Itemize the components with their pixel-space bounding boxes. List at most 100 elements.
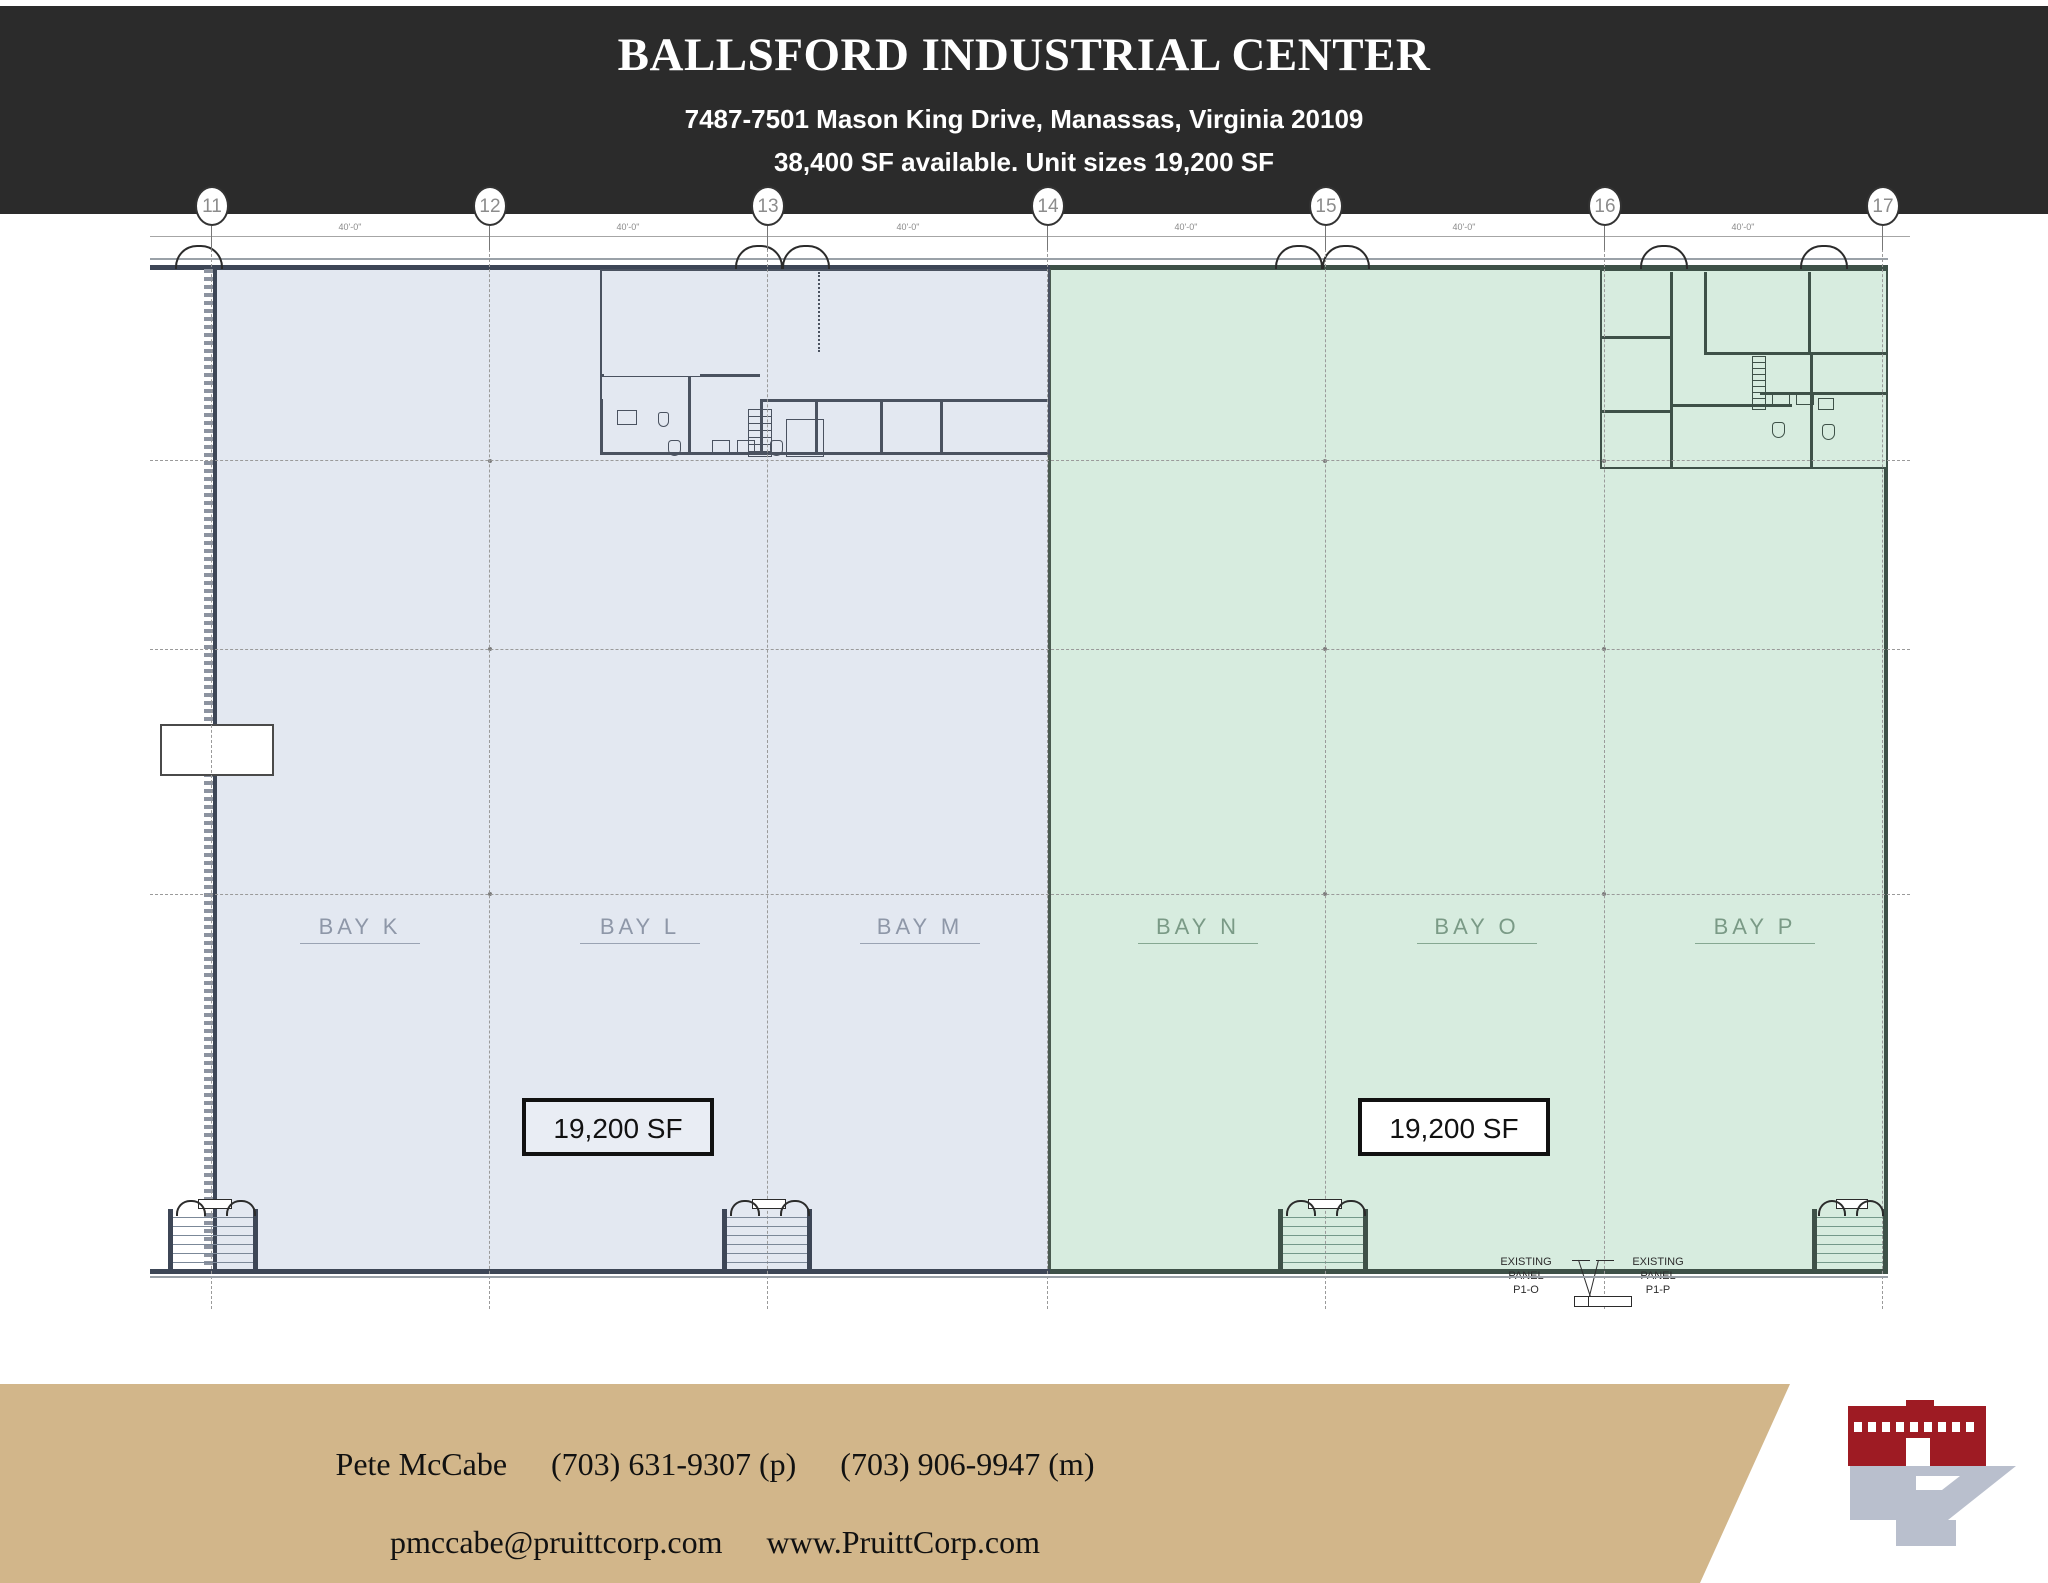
- entry-door-swing-g13b: [782, 245, 830, 269]
- header-banner: BALLSFORD INDUSTRIAL CENTER 7487-7501 Ma…: [0, 6, 2048, 214]
- grid-line-15: [1325, 234, 1326, 1309]
- dock-swing-4a: [1818, 1200, 1846, 1216]
- bay-label-k: BAY K: [300, 914, 420, 944]
- fixture-toilet-r1: [1772, 422, 1785, 438]
- grid-line-17: [1882, 234, 1883, 1309]
- exterior-wall-top-green: [1050, 265, 1888, 270]
- grid-line-16: [1604, 234, 1605, 1309]
- dimension-line: [150, 236, 1910, 237]
- grid-line-11: [211, 234, 212, 1309]
- fixture-toilet-l2: [668, 440, 681, 456]
- panel-note-line1: EXISTING: [1632, 1256, 1684, 1268]
- left-exterior-box: [160, 724, 274, 776]
- office-area-right: [1600, 269, 1888, 469]
- grid-bubble-stem: [1882, 226, 1883, 250]
- page-title: BALLSFORD INDUSTRIAL CENTER: [617, 29, 1431, 81]
- dock-opening-3: [1278, 1209, 1368, 1271]
- grid-bubble-stem: [489, 226, 490, 250]
- dock-opening-1: [168, 1209, 258, 1271]
- footer-contact-block: Pete McCabe (703) 631-9307 (p) (703) 906…: [0, 1384, 1700, 1583]
- dimension-label: 40'-0": [896, 222, 920, 232]
- office-r-partition-4: [1704, 272, 1707, 354]
- office-partition-l5: [880, 399, 883, 455]
- logo-shadow-shape: [1850, 1466, 2016, 1546]
- sill-line-bottom: [150, 1276, 1888, 1278]
- fixture-sink-l1: [617, 410, 637, 425]
- fixture-toilet-r2: [1822, 424, 1835, 440]
- office-corridor-wall: [818, 272, 822, 352]
- grid-bubble-17: 17: [1866, 186, 1900, 226]
- unit-size-callout-green: 19,200 SF: [1358, 1098, 1550, 1156]
- contact-email[interactable]: pmccabe@pruittcorp.com: [390, 1524, 723, 1560]
- logo-doorway: [1906, 1438, 1930, 1466]
- fixture-sink-r2: [1796, 392, 1814, 405]
- dock-opening-4: [1812, 1209, 1888, 1271]
- panel-symbol-p1p: [1588, 1296, 1632, 1307]
- panel-note-p1p: EXISTING PANEL P1-P: [1612, 1256, 1704, 1297]
- grid-bubble-13: 13: [751, 186, 785, 226]
- dock-swing-2b: [780, 1200, 810, 1216]
- dock-swing-1b: [226, 1200, 256, 1216]
- bay-label-n: BAY N: [1138, 914, 1258, 944]
- grid-bubble-stem: [211, 226, 212, 250]
- contact-website[interactable]: www.PruittCorp.com: [766, 1524, 1040, 1560]
- entry-door-swing-g15b: [1322, 245, 1370, 269]
- entry-door-swing-g13a: [735, 245, 783, 269]
- office-room-l-closet: [786, 419, 824, 457]
- fixture-sink-l2: [712, 440, 730, 453]
- office-r-partition-3: [1670, 272, 1673, 469]
- dimension-label: 40'-0": [338, 222, 362, 232]
- grid-line-14: [1047, 234, 1048, 1309]
- panel-leader-p1p: [1596, 1260, 1614, 1261]
- office-stair-left: [748, 409, 772, 457]
- parapet-line-top: [150, 258, 1888, 260]
- footer-band: [0, 1384, 1790, 1583]
- office-partition-l4: [815, 399, 818, 455]
- dock-swing-3a: [1286, 1200, 1316, 1216]
- demising-wall: [1048, 269, 1051, 1269]
- contact-phone-primary[interactable]: (703) 631-9307 (p): [551, 1446, 797, 1482]
- contact-name: Pete McCabe: [335, 1446, 508, 1482]
- dock-swing-4b: [1856, 1200, 1884, 1216]
- footer-line-2: pmccabe@pruittcorp.com www.PruittCorp.co…: [0, 1524, 1430, 1561]
- entry-door-swing-g16a: [1640, 245, 1688, 269]
- logo-window-band: [1854, 1422, 1974, 1432]
- bay-label-m: BAY M: [860, 914, 980, 944]
- bay-label-l: BAY L: [580, 914, 700, 944]
- panel-note-line1: EXISTING: [1500, 1256, 1552, 1268]
- entry-door-swing-g15a: [1275, 245, 1323, 269]
- office-wing-left: [604, 334, 700, 376]
- dimension-label: 40'-0": [1731, 222, 1755, 232]
- grid-line-13: [767, 234, 768, 1309]
- office-r-partition-9: [1672, 404, 1792, 407]
- office-partition-l9: [600, 399, 603, 455]
- footer-line-1: Pete McCabe (703) 631-9307 (p) (703) 906…: [0, 1446, 1430, 1483]
- panel-note-line2: PANEL: [1640, 1270, 1675, 1282]
- fixture-sink-r1: [1772, 392, 1790, 405]
- dimension-label: 40'-0": [616, 222, 640, 232]
- office-r-stair: [1752, 356, 1766, 410]
- unit-size-callout-blue: 19,200 SF: [522, 1098, 714, 1156]
- office-r-partition-7: [1760, 392, 1888, 395]
- grid-bubble-stem: [767, 226, 768, 250]
- panel-leader-p1o: [1572, 1260, 1590, 1261]
- floor-plan-drawing: 40'-0" 40'-0" 40'-0" 40'-0" 40'-0" 40'-0…: [0, 186, 2048, 1384]
- grid-bubble-15: 15: [1309, 186, 1343, 226]
- grid-bubble-stem: [1047, 226, 1048, 250]
- grid-bubble-14: 14: [1031, 186, 1065, 226]
- grid-line-horizontal: [150, 649, 1910, 650]
- contact-phone-mobile[interactable]: (703) 906-9947 (m): [840, 1446, 1095, 1482]
- availability-text: 38,400 SF available. Unit sizes 19,200 S…: [773, 147, 1275, 177]
- panel-note-line3: P1-P: [1645, 1283, 1671, 1296]
- grid-bubble-stem: [1325, 226, 1326, 250]
- exterior-wall-bottom-green: [1050, 1269, 1888, 1274]
- pruitt-corp-logo[interactable]: [1838, 1398, 2028, 1568]
- column-dot: [488, 459, 492, 463]
- office-partition-l2: [600, 452, 1050, 455]
- fixture-sink-r3: [1818, 398, 1834, 410]
- office-partition-l6: [940, 399, 943, 455]
- dock-swing-2a: [730, 1200, 760, 1216]
- grid-line-horizontal: [150, 460, 1910, 461]
- office-r-partition-8: [1810, 354, 1813, 469]
- office-r-partition-2: [1600, 410, 1672, 413]
